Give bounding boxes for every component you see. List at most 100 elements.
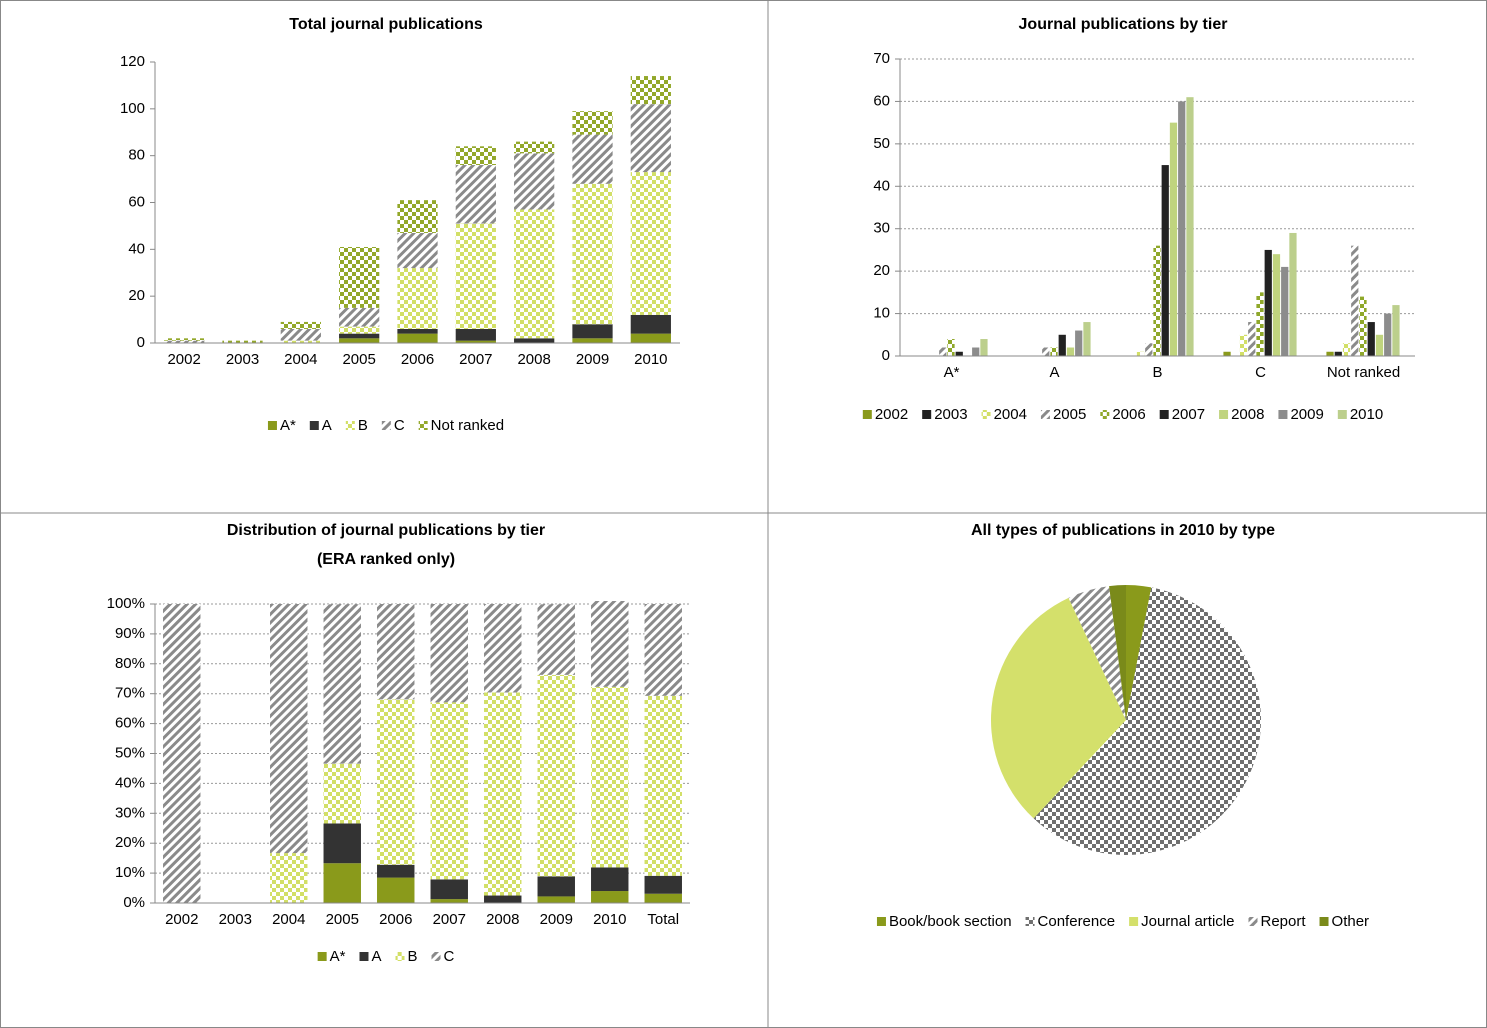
chart-title: Distribution of journal publications by … — [227, 522, 545, 539]
bar-segment — [270, 853, 308, 903]
legend-label: C — [444, 948, 455, 965]
pie-slice — [1033, 587, 1261, 855]
y-tick-label: 20 — [128, 287, 145, 304]
legend-label: Conference — [1038, 913, 1116, 930]
legend-swatch — [922, 410, 932, 419]
legend-swatch — [1248, 917, 1258, 926]
legend-swatch — [309, 421, 319, 430]
legend-swatch — [981, 410, 991, 419]
y-tick-label: 0 — [137, 334, 145, 351]
legend-swatch — [418, 421, 428, 430]
bar-segment — [572, 183, 613, 325]
bar-segment — [537, 896, 575, 903]
bar — [1375, 334, 1384, 356]
legend-swatch — [1025, 917, 1035, 926]
bar-segment — [339, 326, 380, 334]
legend-label: Report — [1260, 913, 1306, 930]
bar-segment — [455, 165, 496, 224]
chart-title: Total journal publications — [289, 16, 483, 33]
legend-swatch — [876, 917, 886, 926]
legend-label: B — [408, 948, 418, 965]
bar-segment — [323, 604, 361, 764]
bar — [1289, 232, 1297, 356]
x-tick-label: Not ranked — [1327, 364, 1400, 381]
y-tick-label: 20 — [873, 262, 890, 279]
bar-segment — [591, 686, 629, 868]
bar-segment — [323, 863, 361, 903]
bar — [1367, 322, 1375, 356]
bar-segment — [484, 692, 522, 896]
legend-swatch — [267, 421, 277, 430]
bar-segment — [572, 111, 613, 135]
legend-label: 2008 — [1231, 406, 1264, 423]
bar-segment — [280, 321, 321, 329]
bar — [972, 347, 980, 356]
legend-label: 2009 — [1290, 406, 1323, 423]
pie-slice — [991, 597, 1126, 819]
bar-segment — [397, 232, 438, 269]
legend-label: 2005 — [1053, 406, 1086, 423]
bar-segment — [163, 604, 201, 903]
chart-title: All types of publications in 2010 by typ… — [971, 522, 1275, 539]
legend-label: A* — [280, 417, 296, 434]
bar-segment — [537, 604, 575, 675]
bar-segment — [644, 695, 682, 876]
bar-segment — [377, 877, 415, 903]
bar-segment — [397, 333, 438, 343]
bar — [955, 351, 963, 356]
bar — [1223, 351, 1231, 356]
bar-segment — [339, 333, 380, 339]
bar — [1256, 292, 1264, 356]
bar-segment — [455, 223, 496, 329]
bar-segment — [514, 209, 555, 339]
bar-segment — [430, 604, 468, 703]
bar-segment — [572, 134, 613, 184]
bar — [1161, 165, 1169, 356]
bar-segment — [630, 314, 671, 334]
y-tick-label: 100% — [107, 595, 145, 612]
x-tick-label: 2002 — [167, 351, 200, 368]
bar — [1186, 97, 1194, 356]
bar-segment — [644, 604, 682, 696]
bar-segment — [377, 604, 415, 700]
y-tick-label: 60 — [873, 92, 890, 109]
bar-segment — [430, 702, 468, 880]
bar — [1066, 347, 1075, 356]
bar — [947, 339, 955, 356]
y-tick-label: 10% — [115, 864, 145, 881]
bar — [1178, 101, 1186, 356]
y-tick-label: 70% — [115, 685, 145, 702]
bar — [1153, 245, 1161, 356]
legend: A* A B C — [317, 948, 455, 965]
y-tick-label: 60 — [128, 193, 145, 210]
bar — [1248, 322, 1256, 356]
legend-swatch — [431, 952, 441, 961]
bar-segment — [644, 875, 682, 894]
legend-label: A — [322, 417, 332, 434]
bar — [1264, 249, 1272, 356]
bar-segment — [537, 674, 575, 877]
y-tick-label: 40% — [115, 774, 145, 791]
y-tick-label: 40 — [128, 240, 145, 257]
x-tick-label: 2008 — [517, 351, 550, 368]
y-tick-label: 50 — [873, 135, 890, 152]
x-tick-label: 2002 — [165, 911, 198, 928]
bar-segment — [591, 601, 629, 687]
bar-segment — [514, 141, 555, 154]
legend-swatch — [1337, 410, 1347, 419]
x-tick-label: 2008 — [486, 911, 519, 928]
pie-slice — [1068, 586, 1126, 720]
bar-segment — [484, 895, 522, 903]
x-tick-label: 2010 — [593, 911, 626, 928]
bar-segment — [484, 604, 522, 693]
legend-swatch — [317, 952, 327, 961]
x-tick-label: A — [1049, 364, 1059, 381]
bar-segment — [280, 328, 321, 341]
legend-label: 2003 — [934, 406, 967, 423]
bar-segment — [572, 324, 613, 339]
bar-segment — [270, 604, 308, 854]
y-tick-label: 60% — [115, 715, 145, 732]
y-tick-label: 20% — [115, 834, 145, 851]
y-tick-label: 100 — [120, 100, 145, 117]
x-tick-label: 2003 — [219, 911, 252, 928]
